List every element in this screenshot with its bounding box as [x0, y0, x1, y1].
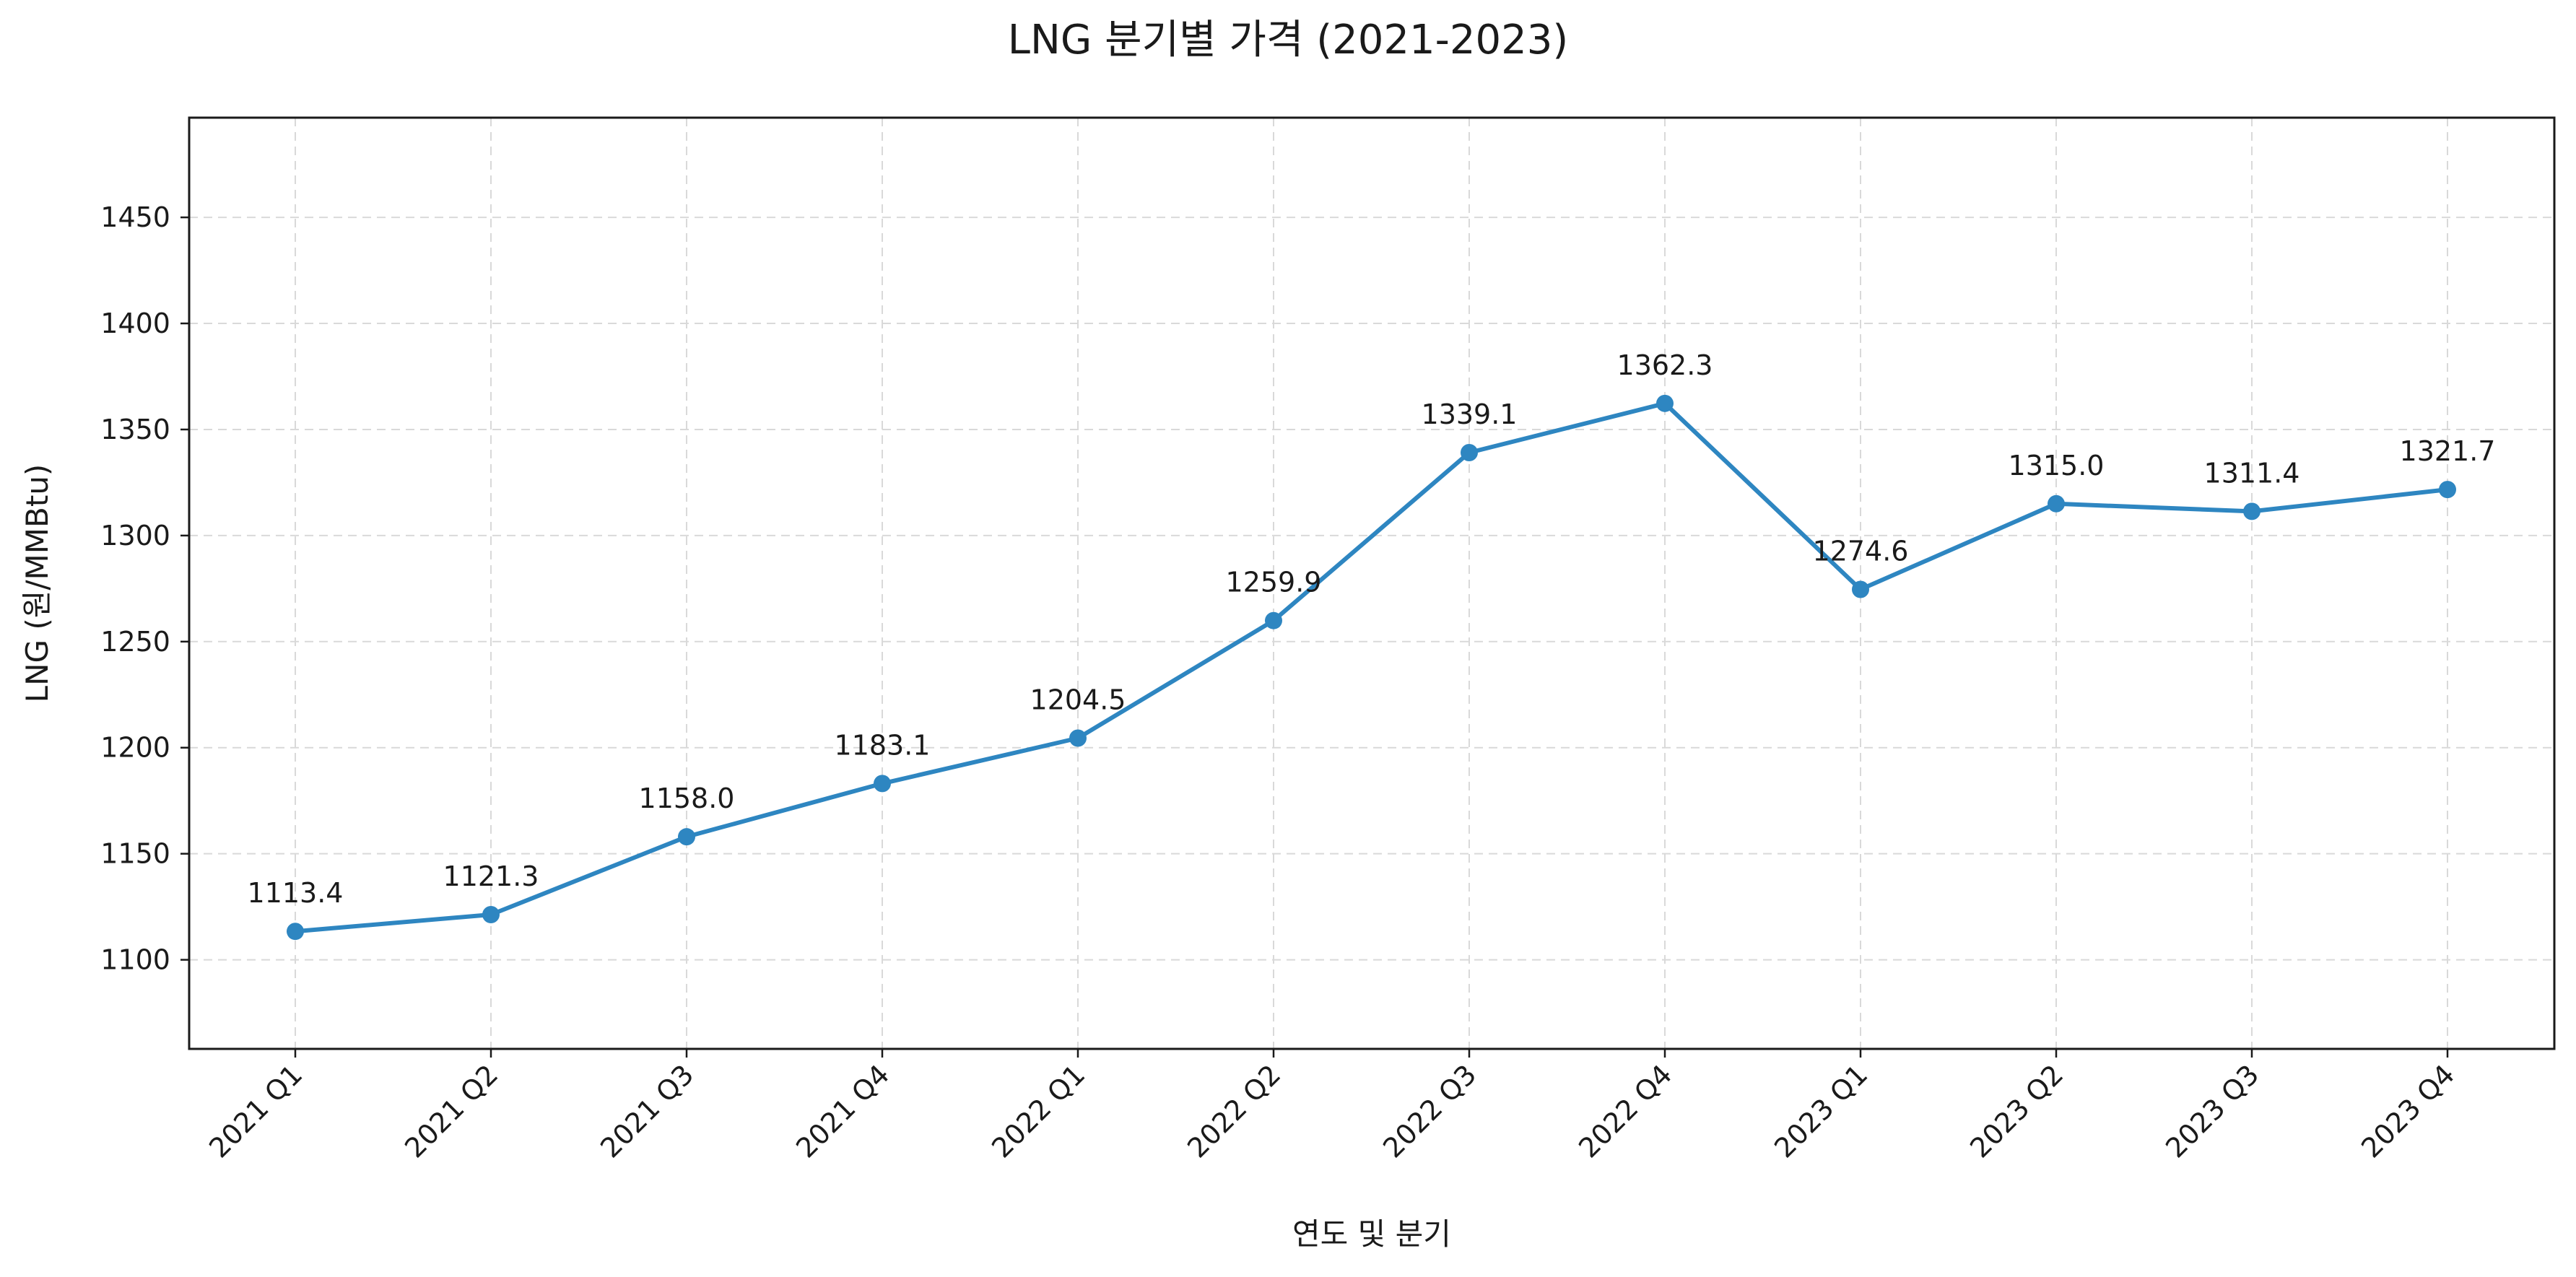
y-tick-label: 1100	[100, 944, 170, 976]
x-tick-label: 2022 Q3	[1377, 1058, 1482, 1164]
data-label: 1311.4	[2204, 457, 2300, 489]
x-tick-label: 2023 Q2	[1964, 1058, 2069, 1164]
data-label: 1158.0	[639, 783, 735, 814]
data-point	[1069, 729, 1087, 747]
axes: 1100 1150 1200 1250 1300 1350 1400 1450 2021 Q1 2…	[100, 201, 2460, 1164]
y-axis-label: LNG (원/MMBtu)	[19, 464, 55, 703]
x-tick-label: 2021 Q2	[399, 1058, 504, 1164]
data-point	[874, 775, 891, 793]
data-label: 1259.9	[1226, 567, 1322, 598]
data-point	[287, 923, 304, 941]
data-label: 1321.7	[2400, 435, 2496, 467]
data-labels: 1113.4 1121.3 1158.0 1183.1 1204.5 1259.9 1339…	[248, 349, 2496, 909]
data-point	[482, 905, 500, 923]
plot-frame	[188, 116, 2556, 1050]
x-axis-label: 연도 및 분기	[1292, 1216, 1451, 1252]
x-tick-label: 2021 Q1	[203, 1058, 308, 1164]
y-tick-label: 1300	[100, 520, 170, 552]
data-label: 1315.0	[2009, 450, 2105, 481]
grid	[189, 118, 2554, 1049]
x-tick-label: 2022 Q2	[1181, 1058, 1287, 1164]
data-point	[1852, 580, 1869, 598]
data-label: 1339.1	[1422, 398, 1518, 430]
y-tick-label: 1200	[100, 732, 170, 764]
data-point	[2048, 494, 2065, 513]
x-tick-label: 2023 Q3	[2159, 1058, 2265, 1164]
data-label: 1204.5	[1030, 684, 1126, 716]
x-tick-label: 2023 Q4	[2355, 1058, 2460, 1164]
y-tick-label: 1150	[100, 838, 170, 870]
x-tick-label: 2022 Q1	[985, 1058, 1091, 1164]
chart-title: LNG 분기별 가격 (2021-2023)	[1008, 17, 1568, 64]
data-point	[1461, 443, 1478, 461]
data-label: 1362.3	[1617, 349, 1713, 381]
x-tick-label: 2021 Q3	[594, 1058, 700, 1164]
x-tick-label: 2021 Q4	[790, 1058, 895, 1164]
data-label: 1183.1	[835, 729, 931, 761]
data-point	[1656, 394, 1674, 412]
data-point	[678, 828, 695, 846]
y-tick-label: 1450	[100, 201, 170, 233]
data-point	[2439, 481, 2456, 499]
data-point	[2243, 502, 2260, 520]
data-point	[1265, 611, 1282, 629]
y-tick-label: 1350	[100, 414, 170, 445]
x-tick-label: 2023 Q1	[1768, 1058, 1874, 1164]
y-tick-label: 1250	[100, 626, 170, 658]
data-label: 1113.4	[248, 877, 344, 909]
series-layer	[287, 394, 2456, 941]
series-line	[293, 401, 2450, 934]
data-label: 1121.3	[443, 860, 539, 892]
y-tick-label: 1400	[100, 308, 170, 339]
x-tick-label: 2022 Q4	[1572, 1058, 1678, 1164]
data-label: 1274.6	[1813, 536, 1909, 567]
